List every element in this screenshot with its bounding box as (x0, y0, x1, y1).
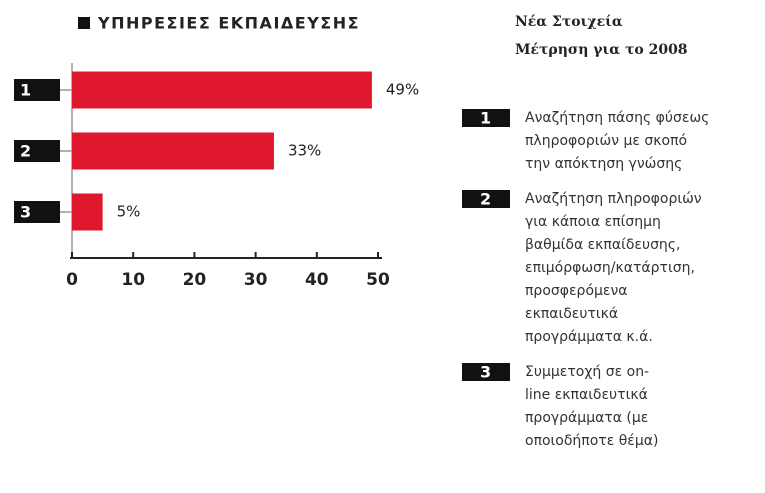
note-text: line εκπαιδευτικά (525, 387, 648, 403)
subtitle: Μέτρηση για το 2008 (515, 42, 688, 58)
note-text: Αναζήτηση πάσης φύσεως (525, 110, 709, 126)
x-tick-label: 0 (66, 270, 78, 290)
x-tick-label: 20 (183, 270, 207, 290)
note-text: προγράμματα κ.ά. (525, 329, 653, 345)
note-badge (462, 190, 510, 208)
category-badge (14, 201, 60, 223)
note-number: 3 (480, 363, 491, 382)
note-number: 2 (480, 190, 491, 209)
value-label: 33% (288, 142, 321, 160)
bar (72, 193, 103, 231)
x-tick-label: 50 (366, 270, 390, 290)
note-badge (462, 109, 510, 127)
y-tick-label: 3 (20, 203, 31, 222)
category-badge (14, 140, 60, 162)
note-text: την απόκτηση γνώσης (525, 156, 682, 172)
note-text: για κάποια επίσημη (525, 214, 661, 230)
note-text: εκπαιδευτικά (525, 306, 618, 322)
note-text: βαθμίδα εκπαίδευσης, (525, 237, 680, 253)
note-text: Συμμετοχή σε on- (525, 364, 649, 380)
note-text: προγράμματα (με (525, 410, 648, 426)
x-tick-label: 40 (305, 270, 329, 290)
title-square (78, 17, 90, 29)
chart-title: ΥΠΗΡΕΣΙΕΣ ΕΚΠΑΙΔΕΥΣΗΣ (97, 14, 360, 33)
value-label: 49% (386, 81, 419, 99)
note-text: οποιοδήποτε θέμα) (525, 433, 658, 449)
x-tick-label: 30 (244, 270, 268, 290)
note-text: πληροφοριών με σκοπό (525, 133, 687, 149)
bar (72, 132, 274, 170)
bar (72, 71, 372, 109)
note-text: προσφερόμενα (525, 283, 628, 299)
category-badge (14, 79, 60, 101)
x-tick-label: 10 (121, 270, 145, 290)
y-tick-label: 1 (20, 81, 31, 100)
y-tick-label: 2 (20, 142, 31, 161)
note-number: 1 (480, 109, 491, 128)
note-badge (462, 363, 510, 381)
note-text: επιμόρφωση/κατάρτιση, (525, 260, 695, 276)
value-label: 5% (117, 203, 141, 221)
subtitle: Νέα Στοιχεία (515, 13, 623, 30)
note-text: Αναζήτηση πληροφοριών (525, 191, 702, 207)
